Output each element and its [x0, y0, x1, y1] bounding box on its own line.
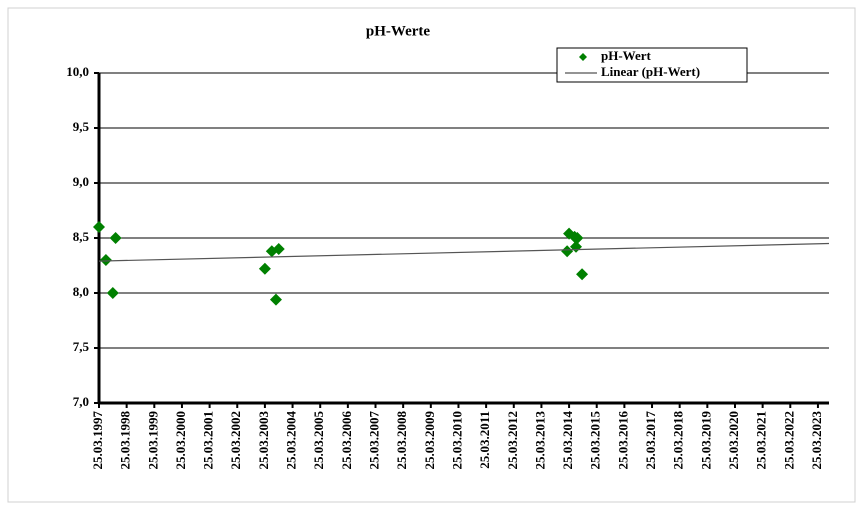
y-tick-label: 7,0: [73, 394, 89, 409]
legend-swatch: [579, 53, 587, 61]
x-tick-label: 25.03.2004: [284, 411, 299, 470]
x-tick-label: 25.03.2009: [422, 411, 437, 470]
x-tick-label: 25.03.2006: [339, 411, 354, 470]
y-tick-label: 9,5: [73, 119, 90, 134]
x-tick-label: 25.03.2021: [754, 411, 769, 470]
x-tick-label: 25.03.2017: [643, 411, 658, 470]
y-tick-label: 8,5: [73, 229, 90, 244]
trend-line: [98, 242, 830, 262]
x-tick-label: 25.03.2000: [173, 411, 188, 470]
x-tick-label: 25.03.1999: [145, 411, 160, 470]
x-tick-label: 25.03.2022: [781, 411, 796, 470]
x-tick-label: 25.03.2008: [394, 411, 409, 470]
legend-label: pH-Wert: [601, 48, 651, 63]
data-point: [561, 245, 574, 258]
data-point: [258, 262, 271, 275]
x-tick-label: 25.03.2016: [615, 411, 630, 470]
legend-box: [556, 47, 748, 83]
data-point: [576, 268, 589, 281]
x-tick-label: 25.03.2018: [671, 411, 686, 470]
data-point: [93, 221, 105, 233]
x-tick-label: 25.03.1998: [118, 411, 133, 470]
data-point: [106, 287, 119, 299]
data-point: [571, 232, 584, 244]
chart-border: [7, 7, 856, 503]
x-tick-label: 25.03.2019: [698, 411, 713, 470]
x-tick-label: 25.03.2013: [532, 411, 547, 470]
data-point: [109, 232, 122, 244]
x-tick-label: 25.03.2010: [449, 411, 464, 470]
y-tick-label: 7,5: [73, 339, 90, 354]
x-tick-label: 25.03.2014: [560, 411, 575, 470]
x-tick-label: 25.03.2002: [228, 411, 243, 470]
x-tick-label: 25.03.2015: [588, 411, 603, 470]
x-tick-label: 25.03.1997: [90, 411, 105, 470]
y-tick-label: 9,0: [73, 174, 89, 189]
y-tick-label: 10,0: [66, 64, 89, 79]
y-tick-label: 8,0: [73, 284, 89, 299]
data-point: [99, 254, 112, 266]
legend-label: Linear (pH-Wert): [601, 64, 700, 79]
x-tick-label: 25.03.2011: [477, 411, 492, 469]
x-tick-label: 25.03.2005: [311, 411, 326, 470]
x-tick-label: 25.03.2020: [726, 411, 741, 470]
data-point: [269, 293, 282, 306]
x-tick-label: 25.03.2001: [201, 411, 216, 470]
x-tick-label: 25.03.2023: [809, 411, 824, 470]
x-tick-label: 25.03.2007: [366, 411, 381, 470]
x-tick-label: 25.03.2003: [256, 411, 271, 470]
x-tick-label: 25.03.2012: [505, 411, 520, 470]
data-point: [272, 243, 285, 255]
chart-title: pH-Werte: [366, 23, 430, 39]
